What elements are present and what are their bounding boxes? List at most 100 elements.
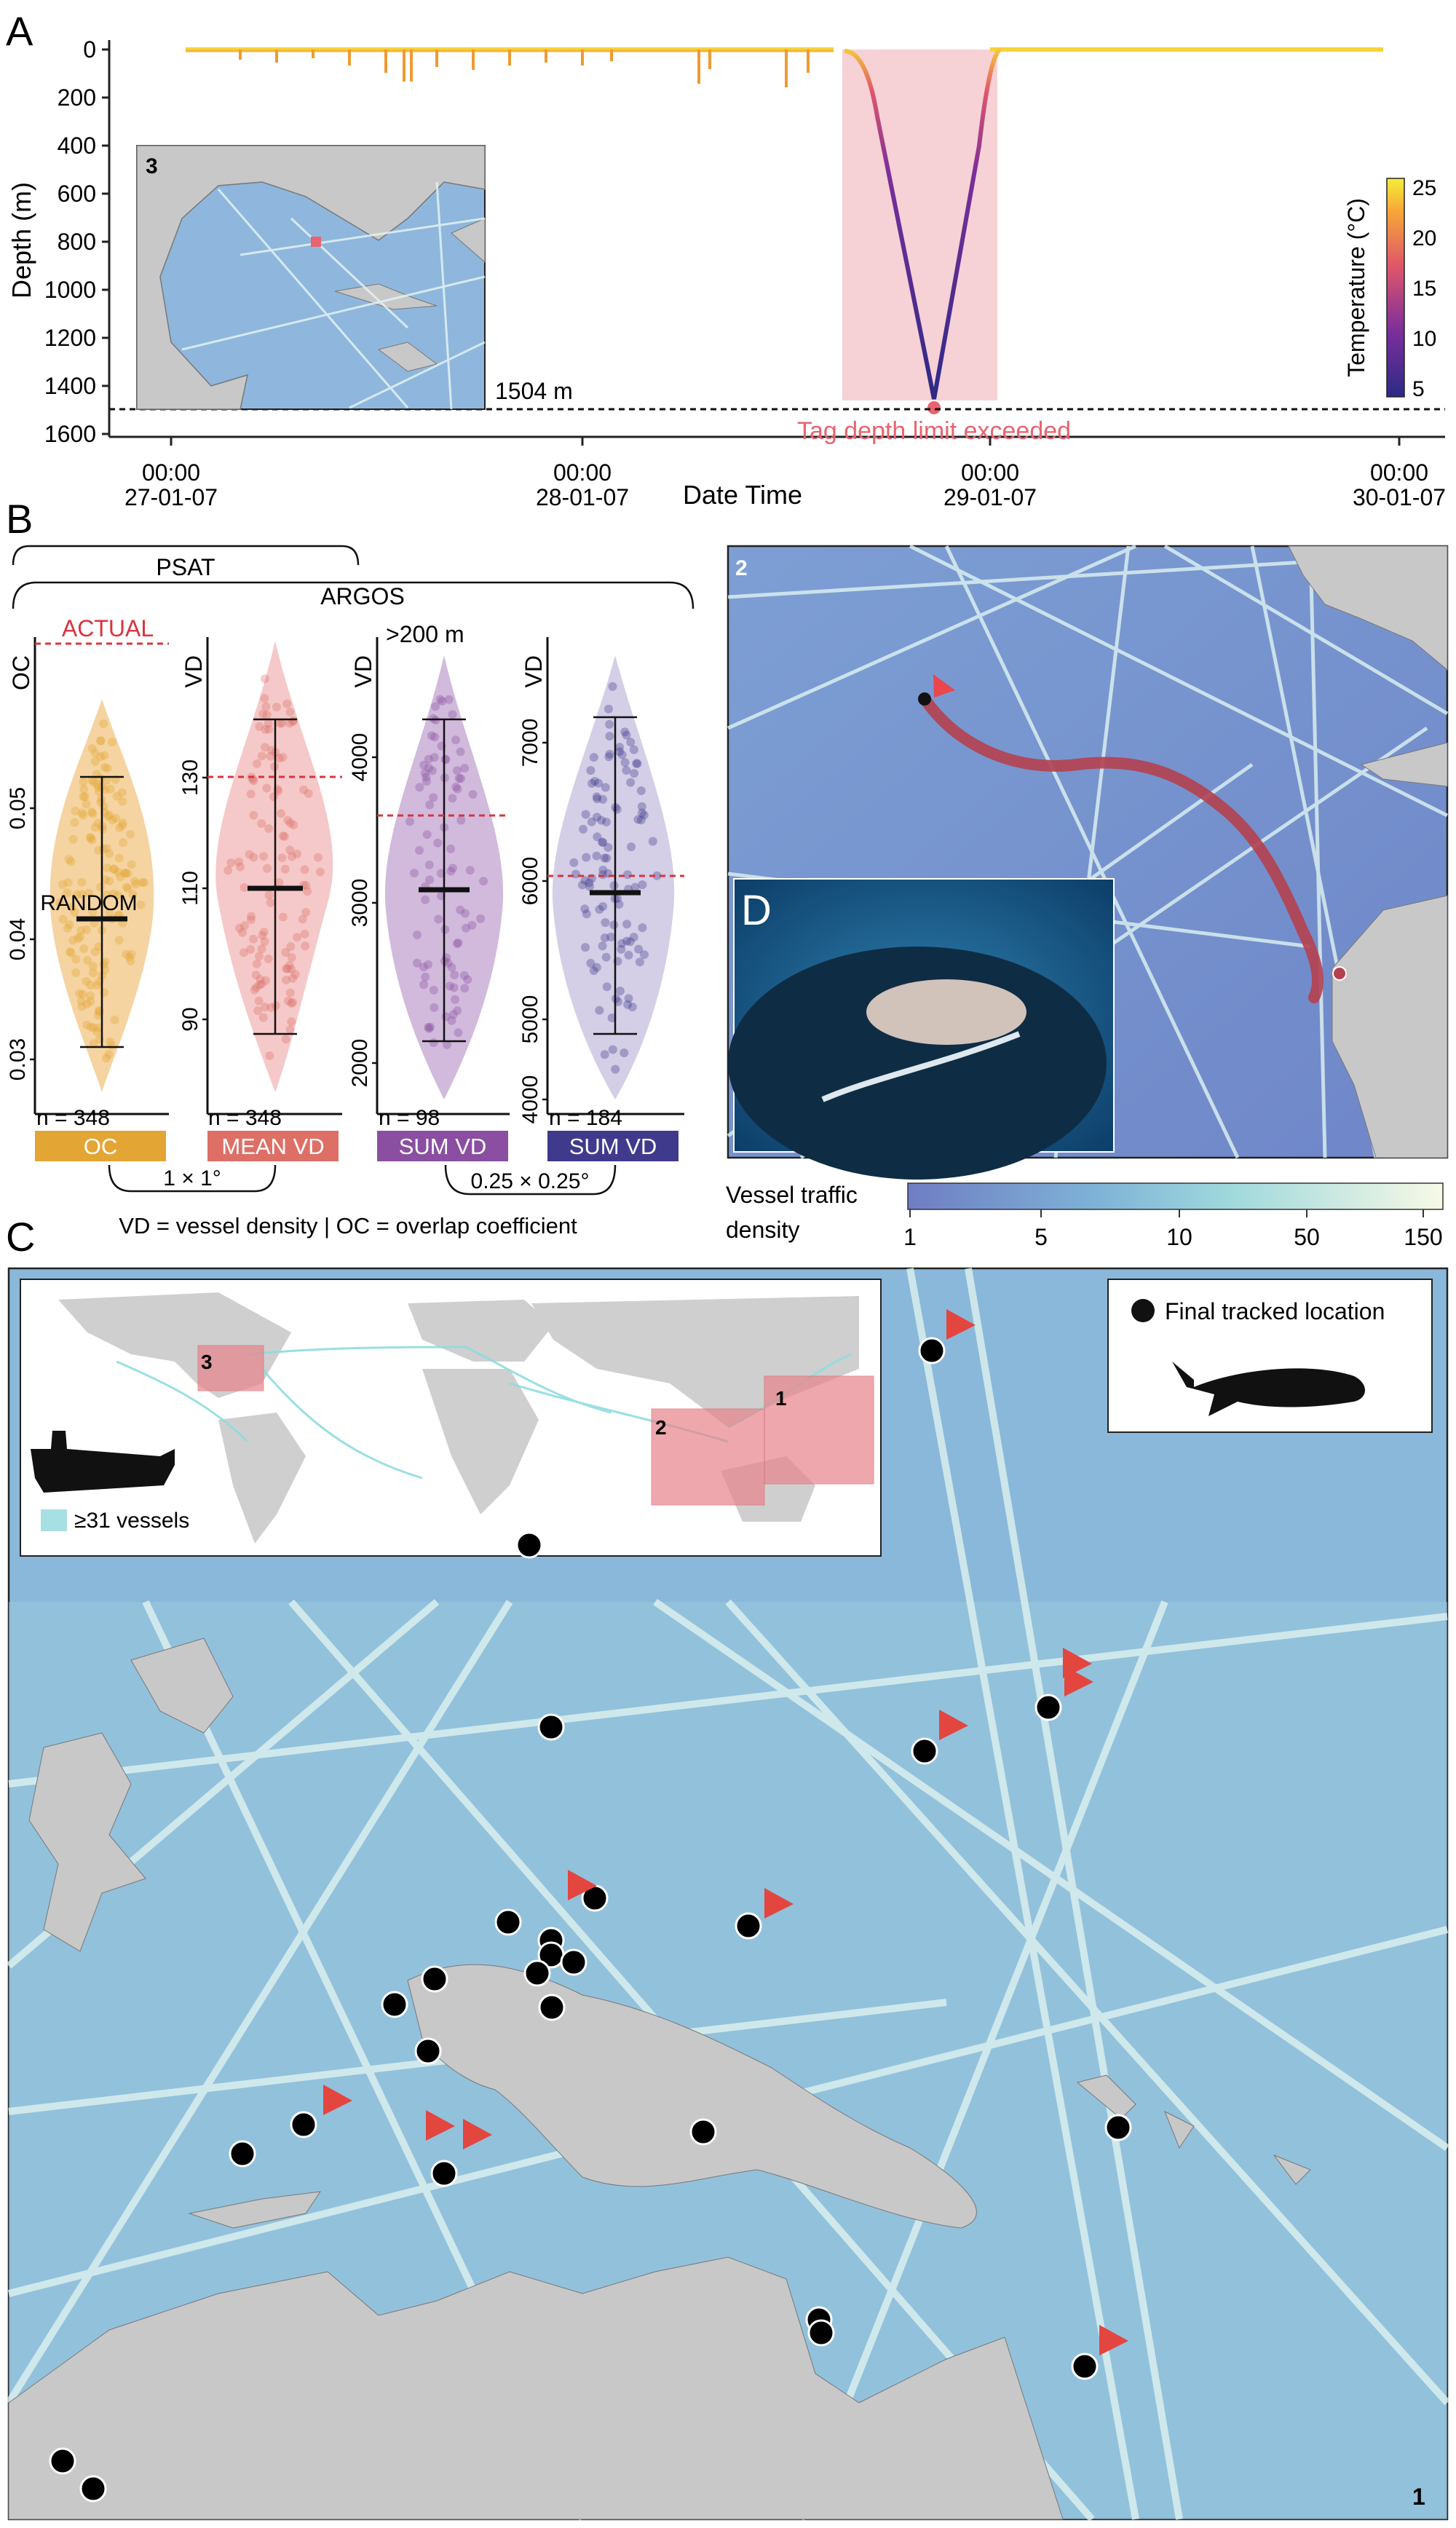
depth-ticks: 0 200 400 600 800 1000 1200 1400 1600 xyxy=(44,36,109,447)
violin-point xyxy=(261,674,269,684)
violin-point xyxy=(70,818,79,827)
violin-point xyxy=(249,853,258,862)
violin-point xyxy=(288,852,296,861)
violin-point xyxy=(581,810,590,819)
violin-point xyxy=(277,809,285,818)
violin-point xyxy=(290,970,300,979)
violin-point xyxy=(94,845,103,855)
violin-point xyxy=(435,695,445,704)
violin-point xyxy=(287,1017,296,1027)
violin-point xyxy=(90,757,100,766)
violin-point xyxy=(111,813,120,823)
violin-point xyxy=(443,958,453,968)
tag-limit-exceeded-region xyxy=(842,50,997,400)
violin-point xyxy=(422,777,431,786)
violin-point xyxy=(467,920,477,930)
violin-point xyxy=(450,971,459,979)
violin-point xyxy=(99,960,108,969)
violin-point xyxy=(223,866,233,875)
violin-point xyxy=(601,818,611,826)
violin-point xyxy=(601,783,610,792)
violin-point xyxy=(456,905,465,915)
inset-region-2 xyxy=(651,1408,765,1506)
violin-point xyxy=(107,738,116,747)
violin-point xyxy=(462,923,470,933)
violin-point xyxy=(126,956,135,965)
violin-point xyxy=(620,758,630,767)
violin-point xyxy=(105,849,114,858)
depth-tick-label: 0 xyxy=(83,36,96,63)
direction-arrow xyxy=(1063,1648,1092,1678)
violin-point xyxy=(246,944,256,954)
violin-point xyxy=(446,844,455,853)
final-location-dot xyxy=(381,1991,408,2018)
violin-point xyxy=(79,944,88,953)
violin-point xyxy=(465,866,475,875)
land-northern-australia xyxy=(8,2256,1064,2520)
violin-point xyxy=(609,920,619,930)
violin-point xyxy=(277,853,287,863)
violin-point xyxy=(415,845,424,855)
violin-point xyxy=(78,990,87,999)
violin-point xyxy=(280,864,290,874)
violin-point xyxy=(630,769,639,778)
violin-point xyxy=(628,1003,637,1011)
violin-point xyxy=(289,716,298,725)
final-location-legend: Final tracked location xyxy=(1107,1279,1433,1433)
violin-point xyxy=(255,952,264,961)
violin-point xyxy=(461,909,470,918)
violin-point xyxy=(622,920,632,929)
violin-point xyxy=(633,815,643,824)
vessel-legend-swatch xyxy=(41,1509,67,1531)
violin-point xyxy=(623,870,632,880)
violin-point xyxy=(82,1020,92,1030)
metric-box-label: SUM VD xyxy=(399,1134,487,1159)
violin-point xyxy=(77,1002,87,1011)
violin-point xyxy=(87,807,96,817)
violin-tick-label: 6000 xyxy=(518,857,542,906)
violin-point xyxy=(452,939,462,949)
violin-point xyxy=(79,784,89,794)
violin-point xyxy=(94,942,103,952)
violin-point xyxy=(122,882,131,892)
violin-point xyxy=(608,682,617,691)
world-inset-map: 3 2 1 ≥31 vessels xyxy=(20,1279,882,1557)
violin-point xyxy=(112,791,122,801)
violin-point xyxy=(587,779,596,788)
land-florida xyxy=(451,218,486,264)
violin-point xyxy=(578,880,587,890)
violin-axes xyxy=(33,637,684,1115)
violin-point xyxy=(622,936,631,946)
violin-point xyxy=(262,710,272,719)
violin-point xyxy=(415,783,424,792)
violin-point xyxy=(454,938,463,947)
violin-point xyxy=(448,710,457,719)
violin-point xyxy=(280,832,289,841)
violin-tick-label: 130 xyxy=(178,759,202,796)
final-location-dot xyxy=(421,1965,448,1993)
violin-point xyxy=(96,797,106,807)
whale-shark-track xyxy=(919,693,1324,1003)
violin-point xyxy=(571,869,580,879)
inset-map-gulf-of-mexico: 3 xyxy=(136,145,486,410)
density-tick-label: 150 xyxy=(1404,1224,1442,1250)
violin-point xyxy=(136,900,146,909)
violin-point xyxy=(625,937,635,947)
panel-2-number: 2 xyxy=(735,556,748,580)
violin-point xyxy=(100,957,110,966)
violin-point xyxy=(412,958,422,968)
violin-point xyxy=(65,947,74,956)
violin-point xyxy=(55,898,64,907)
final-location-dot xyxy=(560,1948,587,1976)
violin-point xyxy=(300,865,309,874)
violin-point xyxy=(127,949,136,959)
violin-point xyxy=(87,744,97,753)
violin-point xyxy=(604,842,613,852)
land-mindanao xyxy=(130,1638,234,1734)
whale-shark-photo: D xyxy=(728,878,1115,1180)
violin-point xyxy=(253,759,262,768)
violin-point xyxy=(604,704,613,714)
violin-point xyxy=(285,708,295,716)
ship-icon xyxy=(31,1431,175,1493)
violin-point xyxy=(256,975,265,984)
